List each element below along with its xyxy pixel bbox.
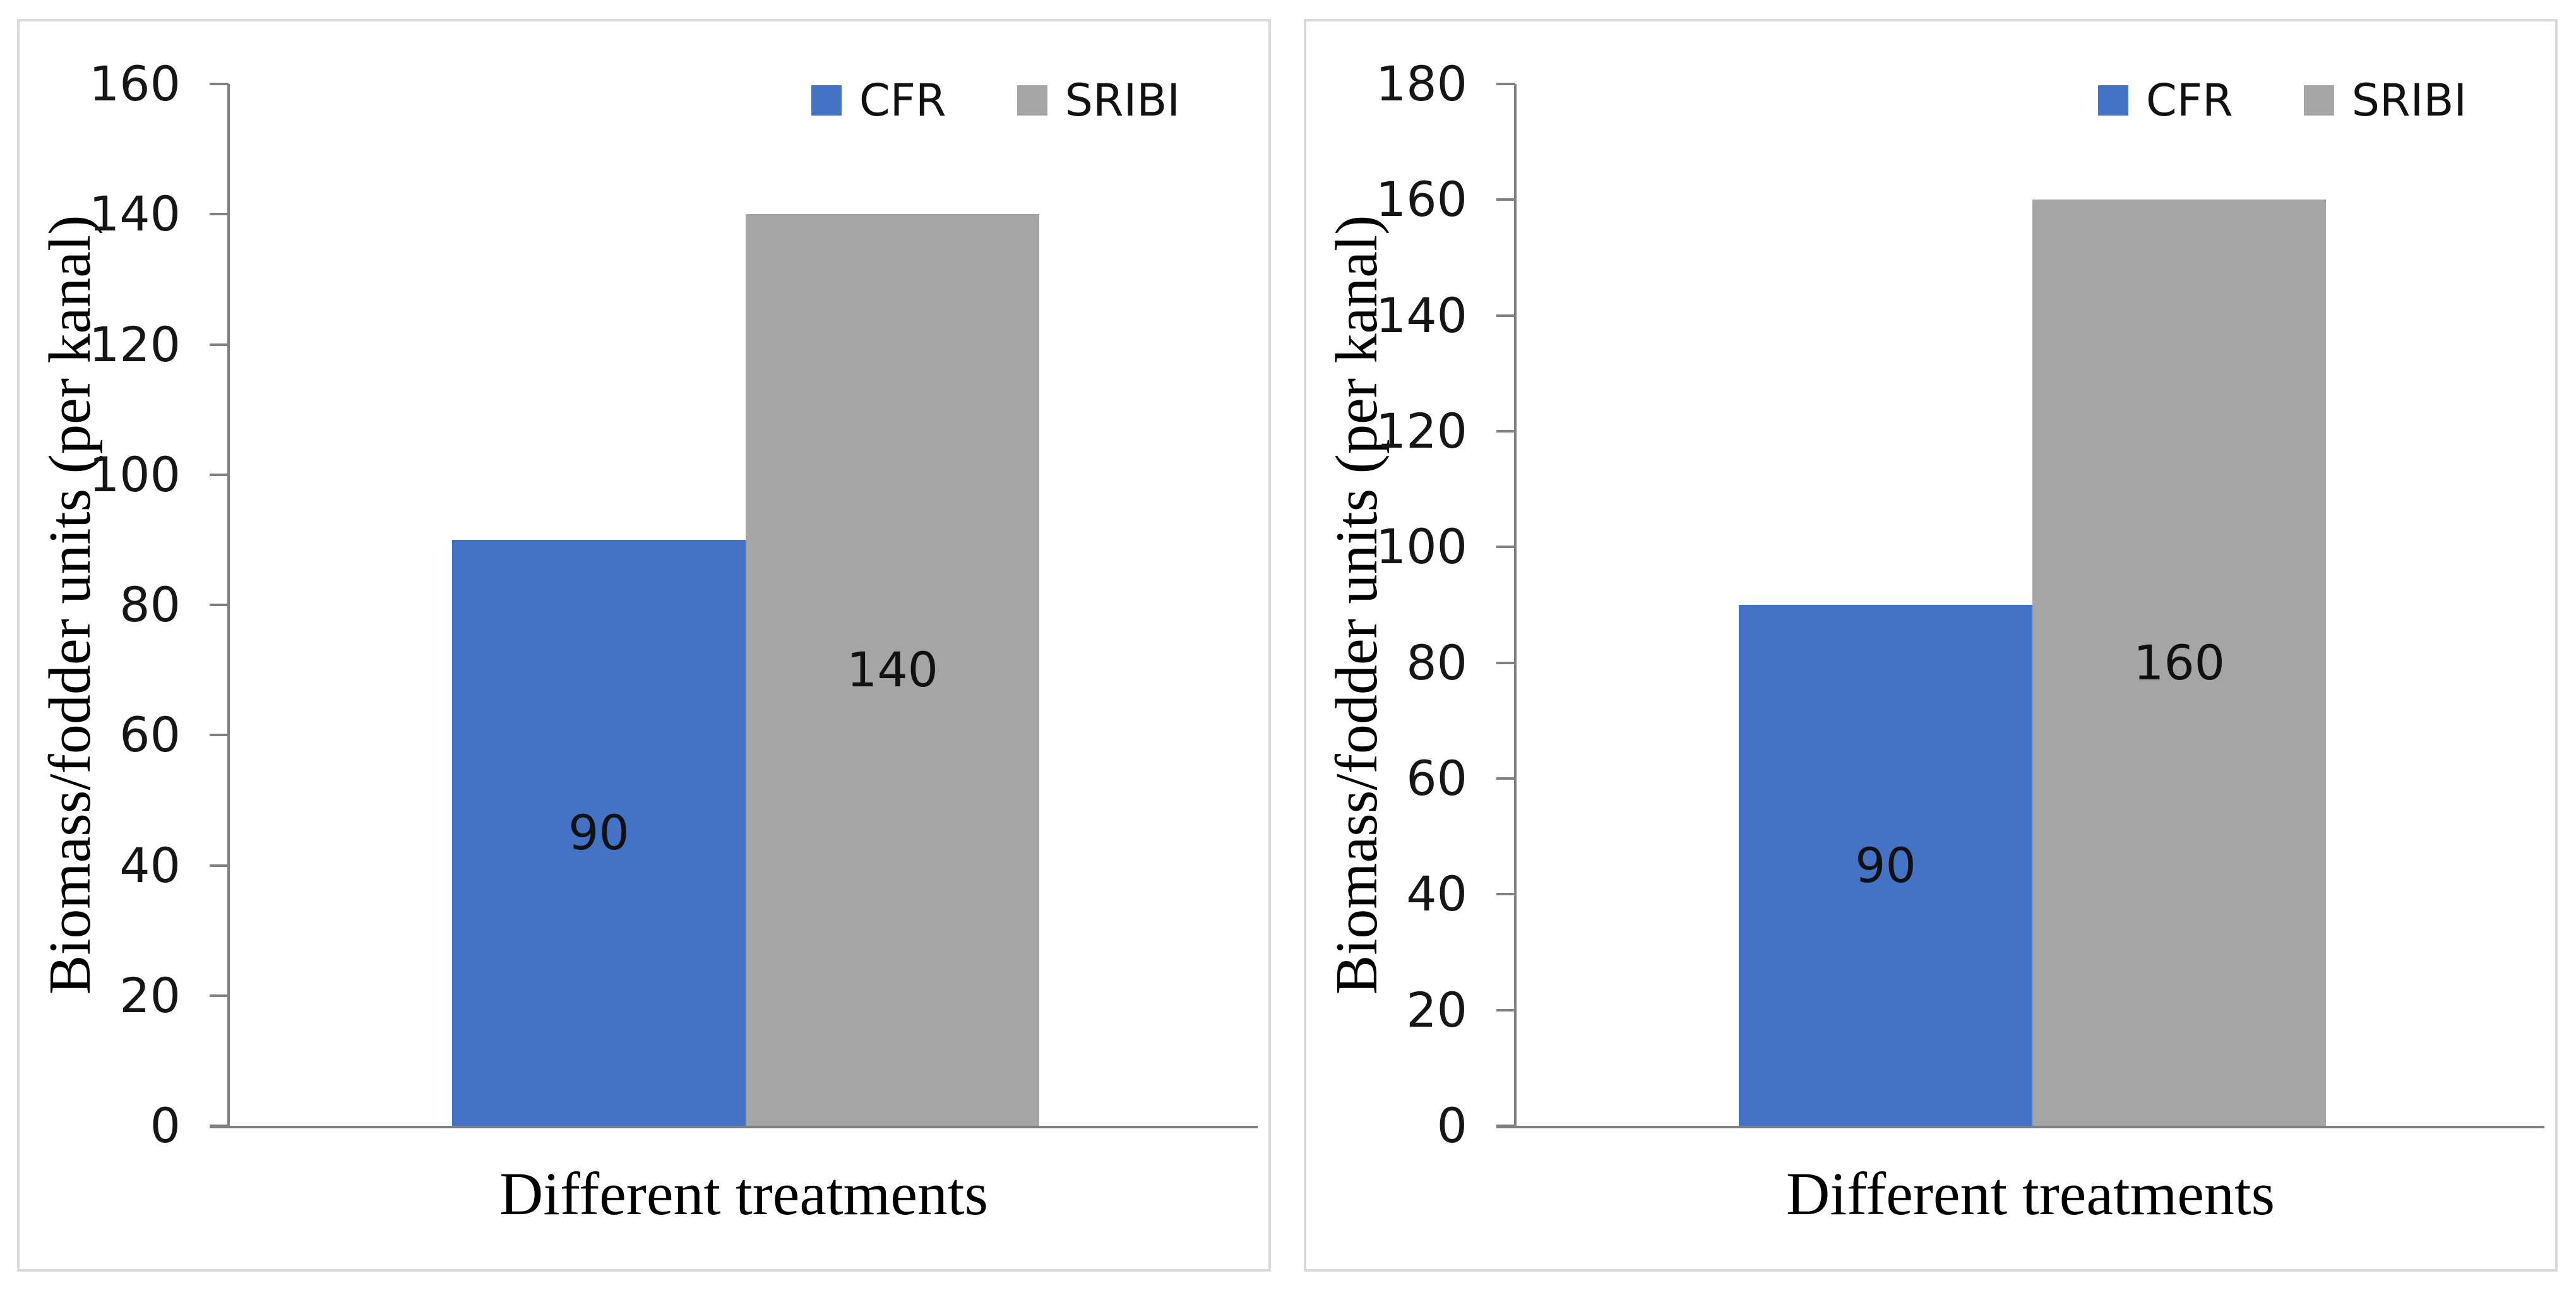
y-tick-label: 0 [150, 1097, 181, 1154]
y-tick-mark [210, 734, 229, 737]
y-tick-label: 20 [1406, 981, 1467, 1038]
y-tick-label: 60 [1406, 749, 1467, 806]
legend-marker-sribi [2303, 85, 2334, 116]
y-axis-line [1514, 84, 1517, 1126]
y-tick-label: 160 [88, 56, 181, 112]
y-tick-mark [1496, 777, 1515, 780]
legend-label: CFR [2145, 75, 2233, 126]
x-axis-title: Different treatments [499, 1160, 988, 1227]
y-tick-mark [1496, 893, 1515, 896]
chart-panel-right: CFR SRIBI Biomass/fodder units (per kanal… [1304, 19, 2558, 1272]
bar-value-label-sribi: 160 [2133, 634, 2226, 691]
legend-label: CFR [859, 75, 946, 126]
y-tick-label: 180 [1375, 56, 1467, 112]
bar-value-label-cfr: 90 [1855, 837, 1916, 893]
y-tick-label: 120 [88, 316, 181, 373]
y-tick-label: 120 [1375, 402, 1467, 459]
y-tick-label: 0 [1436, 1097, 1467, 1154]
bar-value-label-sribi: 140 [846, 642, 939, 698]
y-tick-label: 100 [1375, 518, 1467, 575]
y-tick-mark [1496, 1008, 1515, 1012]
legend-marker-sribi [1017, 85, 1047, 116]
y-tick-mark [1496, 546, 1515, 549]
bar-cfr [452, 539, 746, 1126]
y-tick-mark [1496, 661, 1515, 664]
y-tick-label: 40 [1406, 866, 1467, 922]
y-tick-label: 20 [119, 967, 181, 1023]
x-axis-line [1496, 1126, 2544, 1128]
y-tick-label: 80 [119, 576, 181, 633]
y-tick-mark [1496, 314, 1515, 317]
legend-marker-cfr [2097, 85, 2128, 116]
bar-value-label-cfr: 90 [568, 804, 629, 861]
legend: CFR SRIBI [2097, 75, 2467, 126]
bar-cfr [1739, 605, 2032, 1126]
legend-item-sribi: SRIBI [2303, 75, 2467, 126]
x-axis-line [210, 1126, 1258, 1128]
y-tick-mark [1496, 1125, 1515, 1127]
y-tick-mark [210, 1125, 229, 1127]
y-tick-label: 100 [88, 446, 181, 503]
legend-item-cfr: CFR [2097, 75, 2233, 126]
y-tick-label: 40 [119, 837, 181, 893]
y-tick-mark [210, 604, 229, 606]
legend: CFR SRIBI [811, 78, 1180, 122]
y-tick-mark [210, 343, 229, 346]
bar-sribi [2032, 200, 2326, 1126]
y-tick-label: 160 [1375, 171, 1467, 228]
y-tick-label: 80 [1406, 634, 1467, 691]
legend-item-cfr: CFR [811, 78, 946, 122]
x-axis-title: Different treatments [1786, 1160, 2275, 1227]
y-tick-mark [210, 864, 229, 867]
y-tick-mark [1496, 83, 1515, 85]
legend-label: SRIBI [1064, 75, 1180, 126]
legend-marker-cfr [811, 85, 842, 116]
y-tick-mark [210, 473, 229, 476]
y-tick-mark [210, 213, 229, 216]
y-tick-label: 60 [119, 707, 181, 763]
plot-area: Biomass/fodder units (per kanal) Differe… [37, 60, 1258, 1224]
legend-item-sribi: SRIBI [1017, 78, 1180, 122]
bar-sribi [746, 214, 1039, 1126]
legend-label: SRIBI [2351, 75, 2467, 126]
y-tick-mark [210, 83, 229, 85]
chart-panel-left: CFR SRIBI Biomass/fodder units (per kanal… [17, 19, 1271, 1272]
y-tick-mark [1496, 429, 1515, 433]
y-tick-mark [1496, 198, 1515, 201]
y-tick-label: 140 [88, 186, 181, 242]
y-tick-label: 140 [1375, 287, 1467, 343]
plot-area: Biomass/fodder units (per kanal) Differe… [1324, 60, 2544, 1224]
y-axis-line [227, 84, 230, 1126]
y-tick-mark [210, 994, 229, 997]
